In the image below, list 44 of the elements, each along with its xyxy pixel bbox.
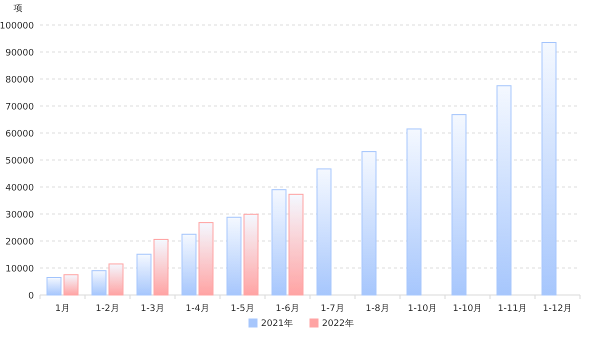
y-tick-label: 30000 [5,210,34,220]
bar [108,263,124,296]
y-tick-label: 50000 [5,156,34,166]
legend-label: 2022年 [322,318,354,329]
bar [46,276,62,296]
y-tick-label: 20000 [5,238,34,248]
bar [288,194,304,296]
y-tick-label: 40000 [5,184,34,194]
bar [92,270,106,296]
bar [496,85,512,296]
x-tick-label: 1-12月 [542,304,572,314]
y-tick-label: 60000 [5,130,34,140]
x-tick-label: 1月 [55,304,70,314]
bar [244,214,258,296]
bar [198,222,214,296]
y-tick-label: 100000 [0,22,34,32]
bar [136,254,152,296]
y-tick-label: 10000 [5,264,34,274]
x-tick-label: 1-8月 [366,304,390,314]
x-tick-label: 1-7月 [320,304,344,314]
bar [154,238,168,296]
y-tick-label: 70000 [5,102,34,112]
x-tick-label: 1-6月 [276,304,300,314]
x-tick-label: 1-10月 [408,304,438,314]
bar [226,216,242,296]
x-tick-label: 1-2月 [96,304,120,314]
bar [542,42,556,296]
y-tick-label: 0 [28,292,34,302]
bar [362,151,376,296]
bar [182,234,196,296]
bar [64,274,78,296]
x-tick-label: 1-10月 [452,304,482,314]
bar [316,168,332,296]
bar [452,114,466,296]
x-tick-label: 1-5月 [230,304,254,314]
bar [272,189,286,296]
y-tick-label: 90000 [5,48,34,58]
x-tick-label: 1-11月 [498,304,528,314]
x-tick-label: 1-4月 [186,304,210,314]
y-axis-title: 项 [14,4,22,14]
bar [406,128,422,296]
x-tick-label: 1-3月 [140,304,164,314]
legend-label: 2021年 [261,318,293,329]
y-tick-label: 80000 [5,76,34,86]
